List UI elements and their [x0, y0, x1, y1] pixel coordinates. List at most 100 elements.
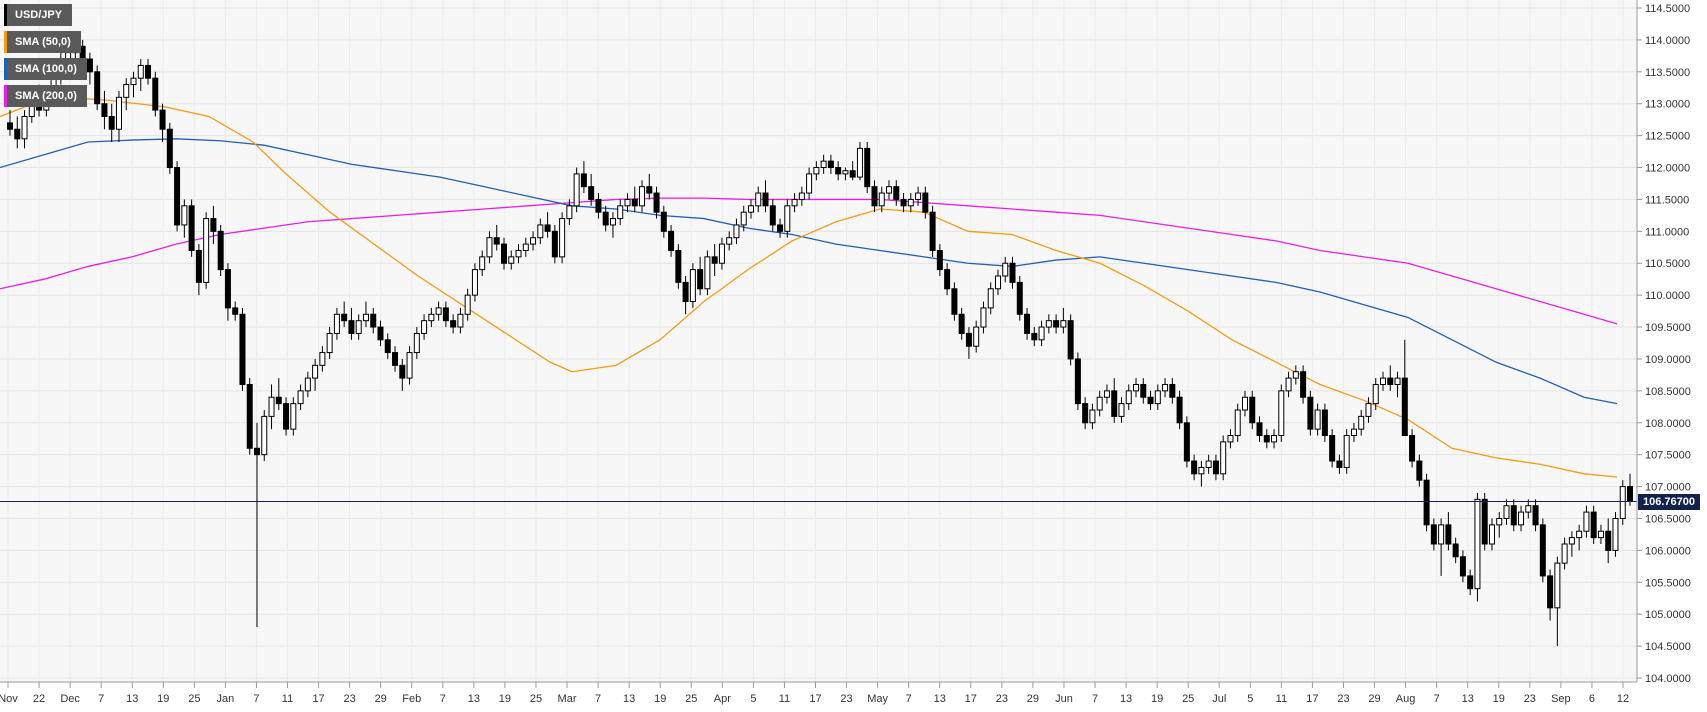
candle-body	[544, 224, 551, 232]
candle-body	[1220, 441, 1227, 475]
candle-body	[217, 230, 224, 271]
candle-body	[915, 192, 922, 200]
candle-body	[457, 313, 464, 328]
candle-body	[682, 281, 689, 303]
candle-body	[210, 218, 217, 232]
candle-body	[1365, 403, 1372, 417]
x-tick-label: 23	[1524, 693, 1536, 705]
candle-body	[1438, 524, 1445, 545]
candle-body	[1031, 332, 1038, 341]
candle-body	[1380, 377, 1387, 385]
candle-body	[551, 230, 558, 258]
legend-label: SMA (200,0)	[7, 85, 87, 107]
x-tick-label: 7	[906, 693, 912, 705]
y-tick-label: 113.0000	[1645, 99, 1690, 111]
x-tick-label: 29	[1368, 693, 1380, 705]
candle-body	[987, 288, 994, 309]
candle-body	[253, 447, 260, 456]
candle-body	[1576, 530, 1583, 539]
y-tick-label: 111.5000	[1645, 194, 1689, 206]
legend-swatch	[4, 4, 7, 26]
legend-item-sma50[interactable]: SMA (50,0)	[4, 31, 87, 53]
candle-body	[689, 269, 696, 303]
candle-body	[718, 243, 725, 264]
candle-body	[108, 115, 115, 130]
candle-body	[137, 64, 144, 79]
candle-body	[1525, 505, 1532, 513]
legend-item-sma100[interactable]: SMA (100,0)	[4, 58, 87, 80]
candle-body	[224, 269, 231, 309]
candle-body	[1445, 524, 1452, 545]
y-axis-ticks: 114.5000 114.0000 113.5000 113.0000 112.5000…	[1637, 3, 1691, 685]
sma-50-line	[0, 96, 1618, 478]
candle-body	[290, 403, 297, 430]
candle-body	[1183, 422, 1190, 462]
x-tick-label: 29	[375, 693, 387, 705]
candle-body	[123, 84, 130, 98]
candle-body	[639, 186, 646, 207]
candle-body	[566, 205, 573, 220]
x-tick-label: May	[867, 693, 888, 705]
y-tick-label: 107.5000	[1645, 450, 1691, 462]
x-tick-label: 23	[840, 693, 852, 705]
candle-body	[951, 288, 958, 315]
y-tick-label: 114.0000	[1645, 35, 1690, 47]
x-tick-label: Jul	[1212, 693, 1226, 705]
candle-body	[384, 339, 391, 354]
candle-body	[152, 77, 159, 111]
candle-body	[1554, 562, 1561, 609]
candle-body	[428, 313, 435, 322]
candle-body	[515, 249, 522, 258]
candle-body	[522, 243, 529, 251]
candle-body	[442, 307, 449, 322]
last-price-tag: 106.76700	[1638, 494, 1700, 510]
candle-body	[835, 167, 842, 175]
legend-swatch	[4, 85, 7, 107]
y-tick-label: 108.5000	[1645, 386, 1691, 398]
legend-label: SMA (100,0)	[7, 58, 87, 80]
candle-body	[1452, 543, 1459, 558]
candle-body	[333, 313, 340, 334]
candle-body	[304, 377, 311, 392]
candle-body	[1503, 505, 1510, 519]
candle-body	[1358, 415, 1365, 430]
y-tick-label: 105.0000	[1645, 609, 1691, 621]
candle-body	[1394, 377, 1401, 385]
candle-body	[239, 313, 246, 385]
candle-body	[820, 160, 827, 169]
candle-body	[958, 313, 965, 334]
x-tick-label: 13	[934, 693, 946, 705]
sma-100-line	[0, 138, 1618, 405]
x-tick-label: Apr	[714, 693, 731, 705]
x-tick-label: Aug	[1396, 693, 1416, 705]
legend-item-sma200[interactable]: SMA (200,0)	[4, 85, 87, 107]
x-tick-label: 17	[809, 693, 821, 705]
candle-body	[907, 198, 914, 207]
y-tick-label: 105.5000	[1645, 577, 1691, 589]
candle-body	[1263, 435, 1270, 443]
y-tick-label: 112.5000	[1645, 131, 1690, 143]
candle-body	[675, 249, 682, 283]
x-tick-label: Mar	[558, 693, 577, 705]
candle-body	[791, 198, 798, 207]
candle-body	[1045, 320, 1052, 328]
candle-body	[283, 403, 290, 430]
y-tick-label: 104.5000	[1645, 641, 1691, 653]
candle-body	[1118, 403, 1125, 417]
candle-body	[1176, 396, 1183, 424]
candle-body	[1278, 390, 1285, 437]
x-axis-ticks: Nov 22 Dec 7 13 19 25 Jan 7 11 17 23 29 Feb 7 13 19 25 Mar…	[0, 682, 1629, 705]
candle-body	[559, 218, 566, 258]
candles	[7, 39, 1633, 647]
candle-body	[1002, 262, 1009, 277]
x-tick-label: 25	[685, 693, 697, 705]
legend-item-usdjpy[interactable]: USD/JPY	[4, 4, 87, 26]
candle-body	[268, 396, 275, 417]
x-tick-label: 23	[996, 693, 1008, 705]
x-tick-label: Feb	[402, 693, 421, 705]
candle-body	[261, 415, 268, 456]
candle-body	[1387, 377, 1394, 385]
candle-body	[1089, 409, 1096, 424]
candle-body	[1060, 320, 1067, 328]
x-tick-label: 11	[282, 693, 293, 705]
